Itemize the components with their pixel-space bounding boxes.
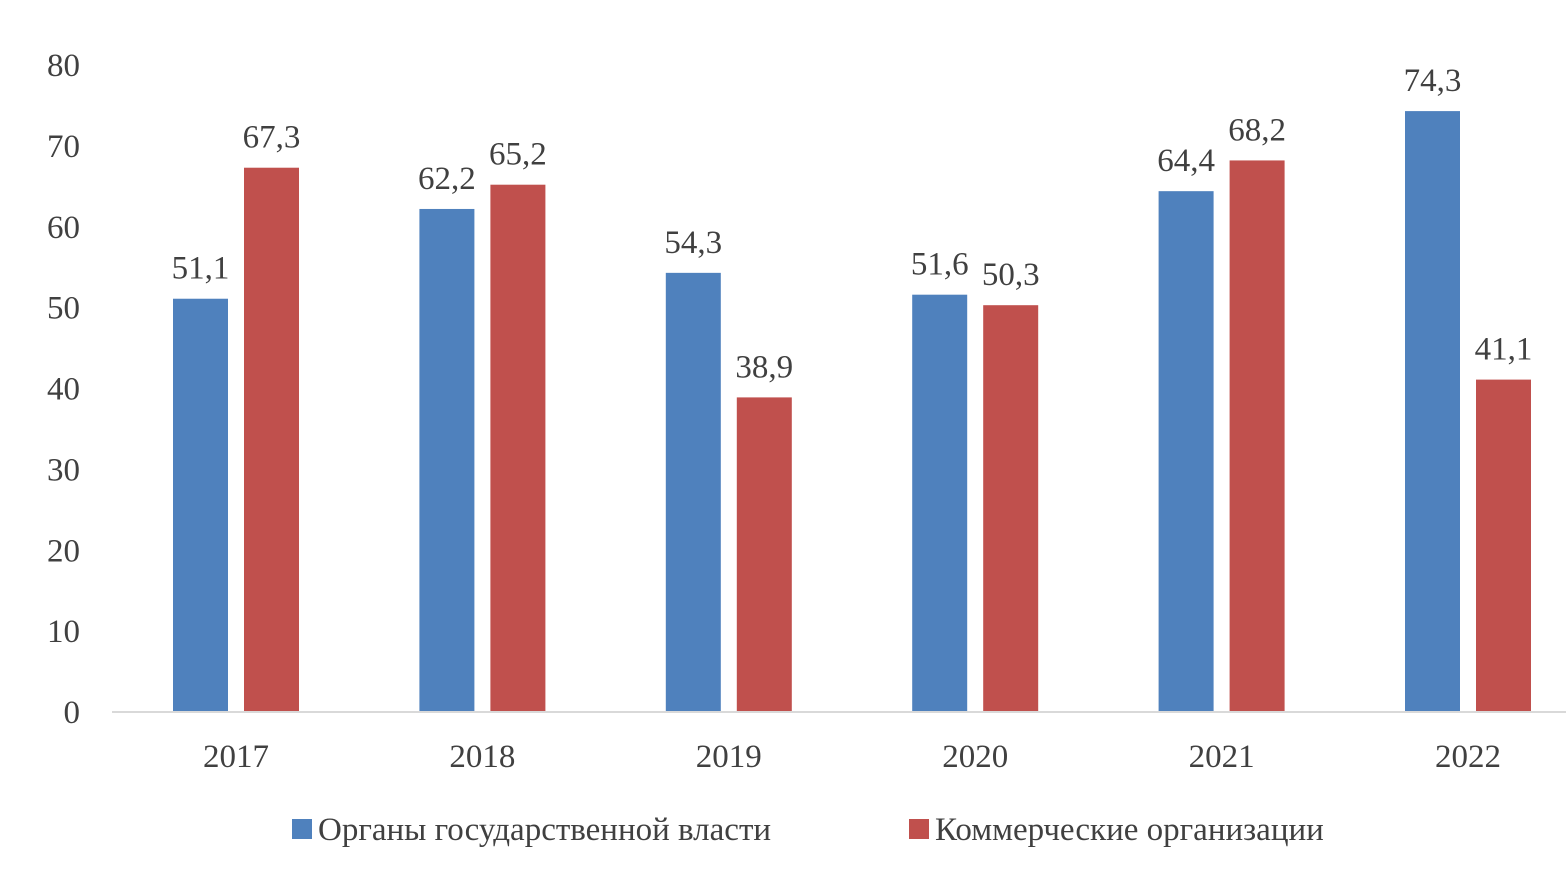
y-tick-label: 40 — [47, 372, 80, 408]
legend-label: Органы государственной власти — [318, 812, 771, 848]
y-tick-label: 80 — [47, 48, 80, 84]
x-tick-label: 2019 — [696, 739, 762, 775]
bar-commercial — [983, 305, 1039, 712]
data-label: 65,2 — [489, 137, 547, 173]
y-tick-label: 70 — [47, 129, 80, 165]
legend-swatch — [909, 819, 929, 839]
x-tick-label: 2022 — [1435, 739, 1501, 775]
y-tick-label: 20 — [47, 533, 80, 569]
y-tick-label: 60 — [47, 210, 80, 246]
x-tick-label: 2018 — [449, 739, 515, 775]
y-tick-label: 0 — [64, 695, 81, 731]
legend: Органы государственной власти Коммерчески… — [292, 812, 1324, 848]
data-label: 38,9 — [735, 349, 793, 385]
legend-swatch — [292, 819, 312, 839]
data-label: 41,1 — [1475, 332, 1533, 368]
data-labels: 51,1 67,3 62,2 65,2 54,3 38,9 51,6 50,3 64,4 68,2… — [172, 63, 1533, 385]
bars — [173, 111, 1531, 713]
bar-government — [912, 294, 968, 712]
y-tick-label: 10 — [47, 614, 80, 650]
data-label: 54,3 — [664, 225, 722, 261]
bar-government — [173, 298, 228, 712]
bar-government — [1158, 191, 1214, 713]
y-tick-label: 50 — [47, 291, 80, 327]
data-label: 51,6 — [911, 247, 969, 283]
data-label: 67,3 — [243, 120, 301, 156]
y-axis-ticks: 0 10 20 30 40 50 60 70 80 — [47, 48, 80, 731]
y-tick-label: 30 — [47, 452, 80, 488]
bar-commercial — [1229, 160, 1285, 712]
bar-government — [1405, 111, 1460, 712]
bar-government — [419, 208, 475, 712]
x-axis-labels: 2017 2018 2019 2020 2021 2022 — [203, 739, 1501, 775]
bar-commercial — [736, 397, 792, 712]
data-label: 51,1 — [172, 251, 230, 287]
x-tick-label: 2020 — [942, 739, 1008, 775]
data-label: 50,3 — [982, 257, 1040, 293]
data-label: 64,4 — [1157, 143, 1215, 179]
data-label: 68,2 — [1228, 112, 1286, 148]
x-tick-label: 2021 — [1189, 739, 1255, 775]
bar-commercial — [1476, 379, 1531, 712]
data-label: 62,2 — [418, 161, 476, 197]
bar-commercial — [244, 167, 299, 712]
legend-label: Коммерческие организации — [935, 812, 1324, 848]
x-tick-label: 2017 — [203, 739, 269, 775]
bar-government — [665, 272, 721, 712]
data-label: 74,3 — [1404, 63, 1462, 99]
bar-commercial — [490, 184, 546, 712]
